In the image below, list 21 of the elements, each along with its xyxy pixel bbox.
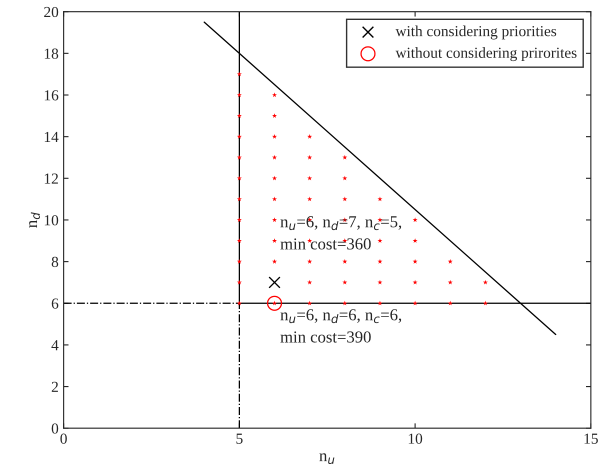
y-tick-label: 16	[44, 90, 58, 100]
y-tick-label: 4	[51, 340, 59, 350]
y-tick-label: 2	[52, 382, 58, 392]
annotation: n$_{u}$=6, n$_{d}$=6, n$_{c}$=6, min cost=390	[280, 309, 402, 343]
y-tick-label: 18	[44, 48, 58, 59]
y-tick-label: 20	[44, 6, 58, 18]
y-tick-label: 6	[52, 298, 58, 309]
legend-label: with considering priorities	[396, 26, 556, 40]
x-tick-label: 15	[584, 434, 598, 444]
y-tick-label: 14	[44, 132, 59, 142]
x-tick-label: 10	[408, 434, 422, 444]
x-tick-label: 0	[60, 434, 67, 444]
y-axis-title: n$_{d}$	[29, 212, 40, 228]
y-tick-label: 0	[52, 423, 58, 434]
legend-label: without considering prirorites	[396, 47, 577, 62]
annotation: n$_{u}$=6, n$_{d}$=7, n$_{c}$=5, min cost=360	[280, 216, 402, 250]
x-tick-label: 5	[236, 434, 243, 444]
x-axis-title: n$_{u}$	[319, 453, 334, 464]
y-tick-label: 8	[52, 256, 58, 268]
y-tick-label: 10	[44, 215, 58, 226]
y-tick-label: 12	[44, 173, 58, 184]
